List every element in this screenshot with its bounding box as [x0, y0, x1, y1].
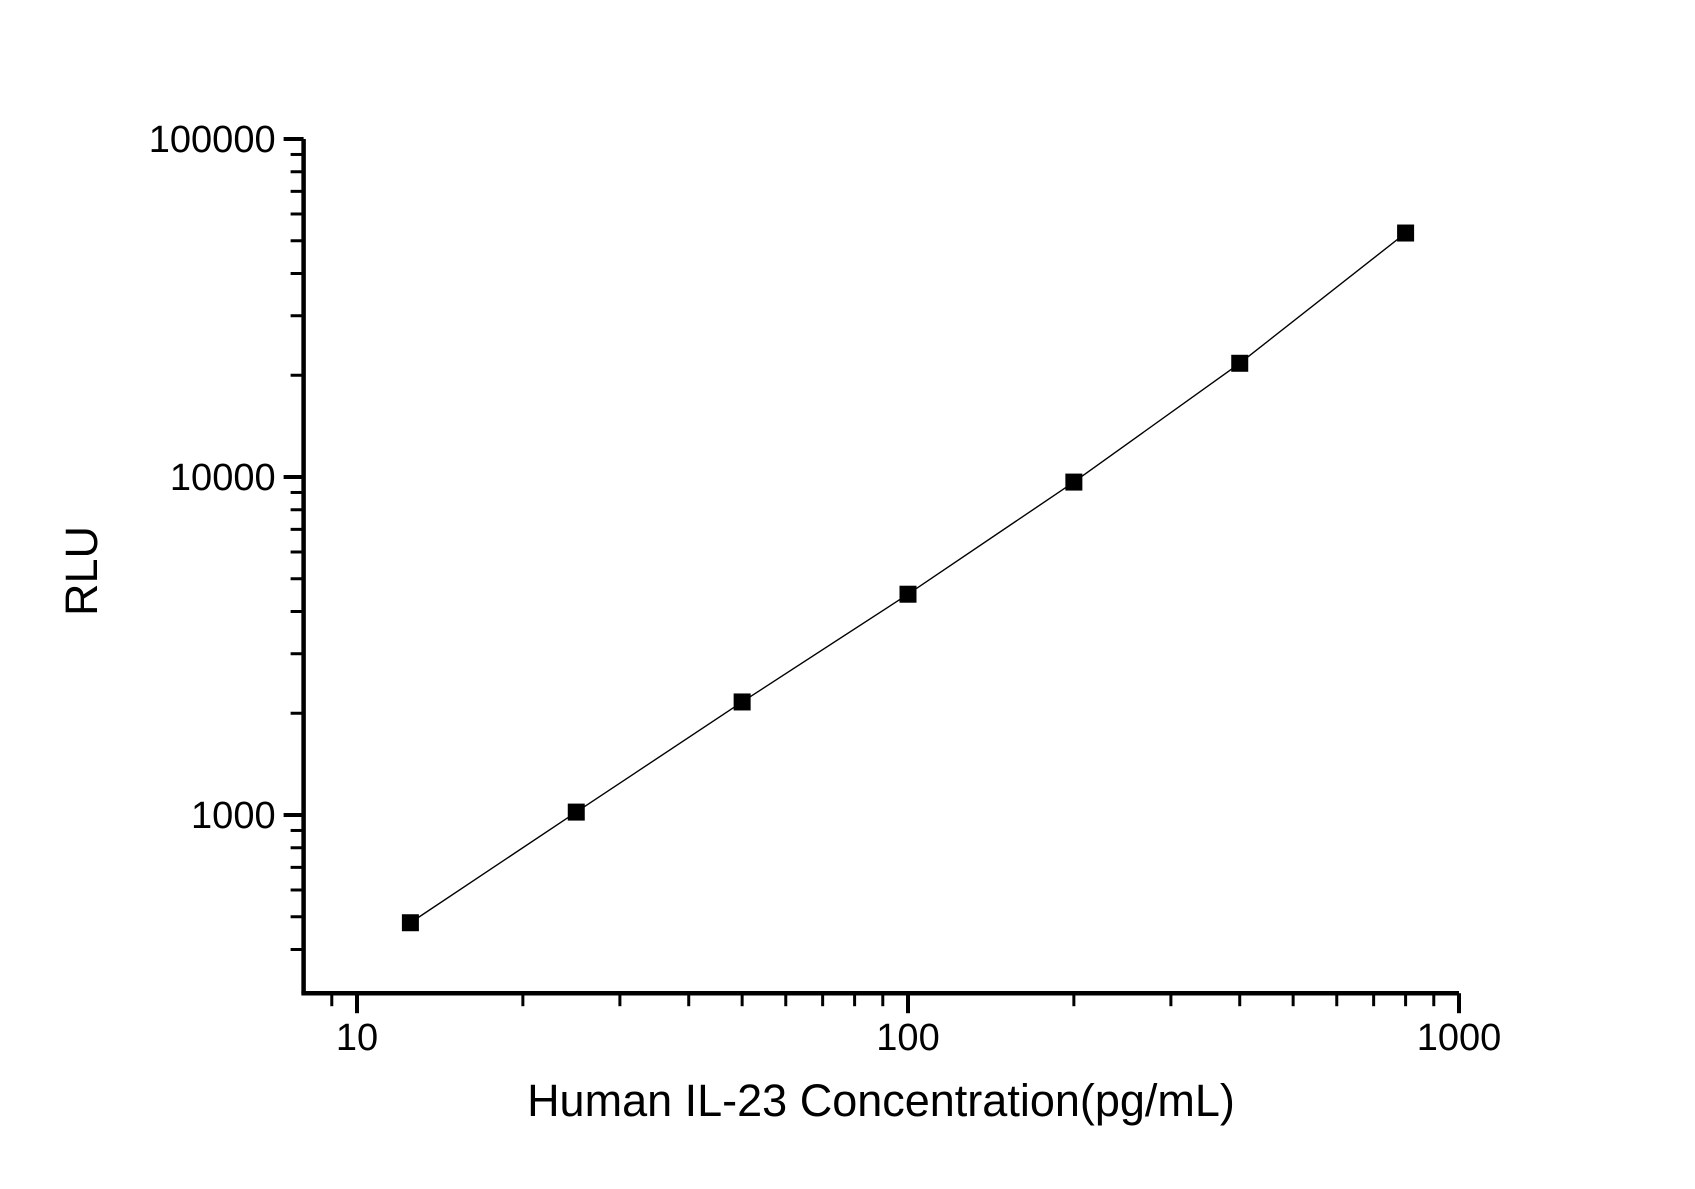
data-point-marker: [1065, 473, 1083, 491]
x-tick-label: 1000: [1417, 1017, 1502, 1059]
data-point-marker: [899, 585, 917, 603]
x-tick-label: 10: [336, 1017, 378, 1059]
axis-ticks: [283, 137, 1461, 1014]
y-axis-title: RLU: [56, 526, 107, 616]
y-tick-label: 100000: [149, 119, 276, 161]
data-point-marker: [733, 693, 751, 711]
axis-lines: [301, 139, 1459, 996]
x-tick-label: 100: [876, 1017, 939, 1059]
series-line: [410, 232, 1407, 924]
data-point-marker: [401, 914, 419, 932]
y-tick-label: 1000: [191, 795, 276, 837]
x-axis-title: Human IL-23 Concentration(pg/mL): [527, 1075, 1235, 1126]
data-point-marker: [1397, 224, 1415, 242]
data-point-marker: [1231, 354, 1249, 372]
y-tick-label: 10000: [170, 457, 276, 499]
data-point-marker: [567, 803, 585, 821]
data-series: [401, 224, 1415, 932]
tick-labels: 10 100 1000 1000 10000 100000: [149, 119, 1501, 1059]
